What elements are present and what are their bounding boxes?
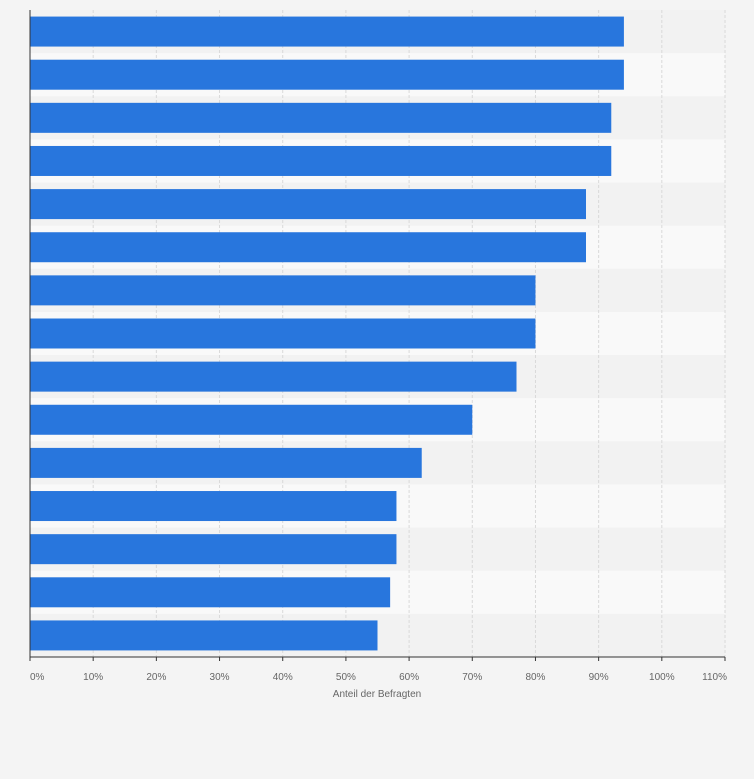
bar[interactable] <box>30 447 422 478</box>
x-tick-label: 60% <box>399 672 419 683</box>
x-tick-label: 10% <box>83 672 103 683</box>
x-tick-label: 100% <box>649 672 675 683</box>
axes <box>29 10 725 658</box>
x-tick-label: 40% <box>273 672 293 683</box>
x-tick-label: 90% <box>589 672 609 683</box>
x-tick-label: 0% <box>30 672 45 683</box>
bar[interactable] <box>30 404 473 435</box>
x-tick-label: 80% <box>525 672 545 683</box>
bar[interactable] <box>30 232 586 263</box>
bar[interactable] <box>30 491 397 522</box>
bar[interactable] <box>30 102 612 133</box>
bars <box>30 16 624 651</box>
bar[interactable] <box>30 318 536 349</box>
bar[interactable] <box>30 275 536 306</box>
x-tick-label: 50% <box>336 672 356 683</box>
x-tick-label: 20% <box>146 672 166 683</box>
bar[interactable] <box>30 59 624 90</box>
x-tick-label: 30% <box>210 672 230 683</box>
x-tick-label: 70% <box>462 672 482 683</box>
bar[interactable] <box>30 577 391 608</box>
x-tick-label: 110% <box>702 672 727 683</box>
x-tick-labels: 0% 10% 20% 30% 40% 50% 60% 70% 80% 90% 100% 110% <box>29 657 727 683</box>
bar[interactable] <box>30 16 624 47</box>
bar[interactable] <box>30 145 612 176</box>
x-axis-title: Anteil der Befragten <box>333 689 421 700</box>
bar[interactable] <box>30 534 397 565</box>
bar[interactable] <box>30 189 586 220</box>
bar[interactable] <box>30 620 378 651</box>
bar[interactable] <box>30 361 517 392</box>
